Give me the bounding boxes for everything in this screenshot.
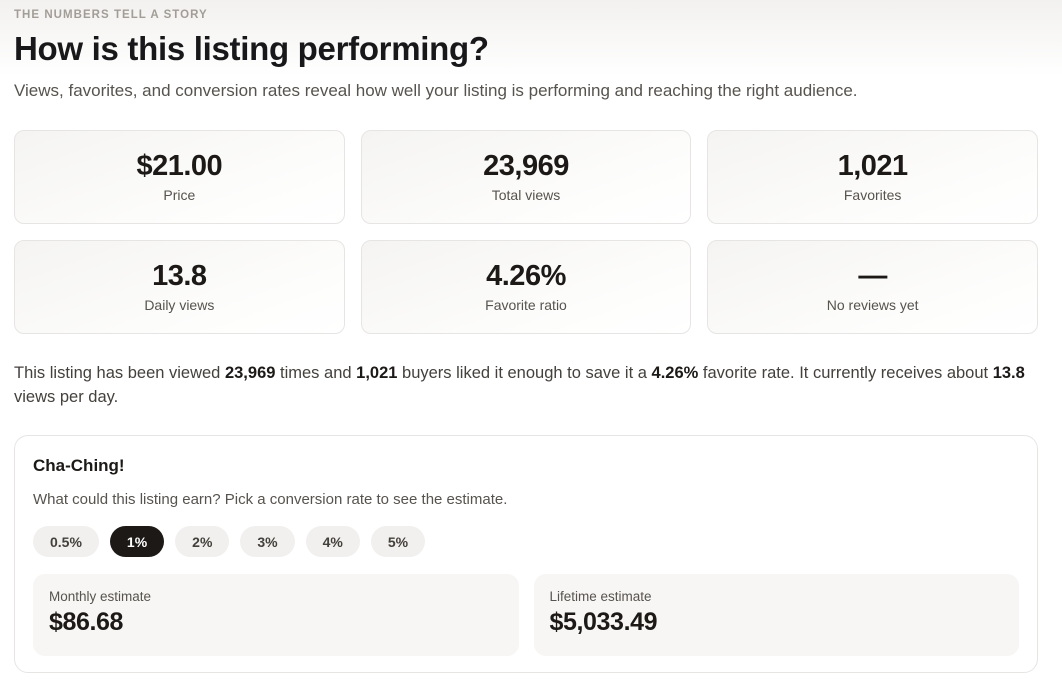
rate-pill-5pct[interactable]: 5%: [370, 526, 426, 557]
stat-value: 1,021: [837, 149, 909, 182]
stat-card: 23,969 Total views: [360, 130, 692, 224]
summary-stat: 4.26%: [651, 364, 699, 382]
estimate-value: $5,033.49: [549, 608, 658, 636]
rate-pill-1pct[interactable]: 1%: [109, 526, 165, 557]
performance-summary: This listing has been viewed 23,969 time…: [14, 361, 1034, 409]
estimate-box: Monthly estimate $86.68: [33, 574, 519, 656]
summary-text: buyers liked it enough to save it a: [397, 364, 652, 382]
rate-pills: 0.5% 1% 2% 3% 4% 5%: [33, 526, 1019, 557]
listing-performance-section: THE NUMBERS TELL A STORY How is this lis…: [14, 9, 1038, 673]
estimate-label: Monthly estimate: [49, 589, 152, 604]
stat-label: Total views: [491, 187, 561, 204]
summary-stat: 23,969: [224, 364, 276, 382]
stat-value: $21.00: [136, 149, 223, 182]
estimate-box: Lifetime estimate $5,033.49: [533, 574, 1019, 656]
summary-stat: 1,021: [356, 364, 398, 382]
stat-card: — No reviews yet: [707, 240, 1038, 334]
rate-pill-2pct[interactable]: 2%: [175, 526, 230, 557]
summary-text: views per day.: [14, 388, 119, 406]
rate-pill-3pct[interactable]: 3%: [240, 526, 295, 557]
section-eyebrow: THE NUMBERS TELL A STORY: [14, 9, 208, 21]
page-subtitle: Views, favorites, and conversion rates r…: [14, 81, 858, 100]
summary-text: times and: [275, 364, 357, 382]
estimator-description: What could this listing earn? Pick a con…: [33, 491, 508, 508]
stat-card: 13.8 Daily views: [14, 240, 345, 334]
stat-card: $21.00 Price: [14, 130, 345, 224]
rate-pill-0-5pct[interactable]: 0.5%: [33, 526, 99, 557]
stats-grid: $21.00 Price 23,969 Total views 1,021 Fa…: [14, 130, 1038, 334]
earnings-estimator-card: Cha-Ching! What could this listing earn?…: [14, 435, 1038, 673]
stat-label: Price: [163, 187, 196, 204]
stat-value: —: [858, 259, 887, 292]
stat-label: No reviews yet: [826, 297, 919, 314]
stat-value: 4.26%: [486, 259, 566, 292]
stat-label: Daily views: [144, 297, 215, 314]
rate-pill-4pct[interactable]: 4%: [305, 526, 360, 557]
estimator-title: Cha-Ching!: [33, 456, 125, 475]
stat-card: 4.26% Favorite ratio: [360, 240, 692, 334]
estimate-value: $86.68: [49, 608, 124, 636]
summary-text: This listing has been viewed: [14, 364, 225, 382]
estimate-boxes: Monthly estimate $86.68 Lifetime estimat…: [33, 574, 1019, 656]
page-title: How is this listing performing?: [14, 30, 489, 67]
estimate-label: Lifetime estimate: [549, 589, 652, 604]
stat-label: Favorites: [843, 187, 902, 204]
summary-stat: 13.8: [992, 364, 1025, 382]
stat-card: 1,021 Favorites: [707, 130, 1038, 224]
stat-label: Favorite ratio: [485, 297, 567, 314]
stat-value: 13.8: [152, 259, 207, 292]
summary-text: favorite rate. It currently receives abo…: [698, 364, 993, 382]
stat-value: 23,969: [483, 149, 569, 182]
